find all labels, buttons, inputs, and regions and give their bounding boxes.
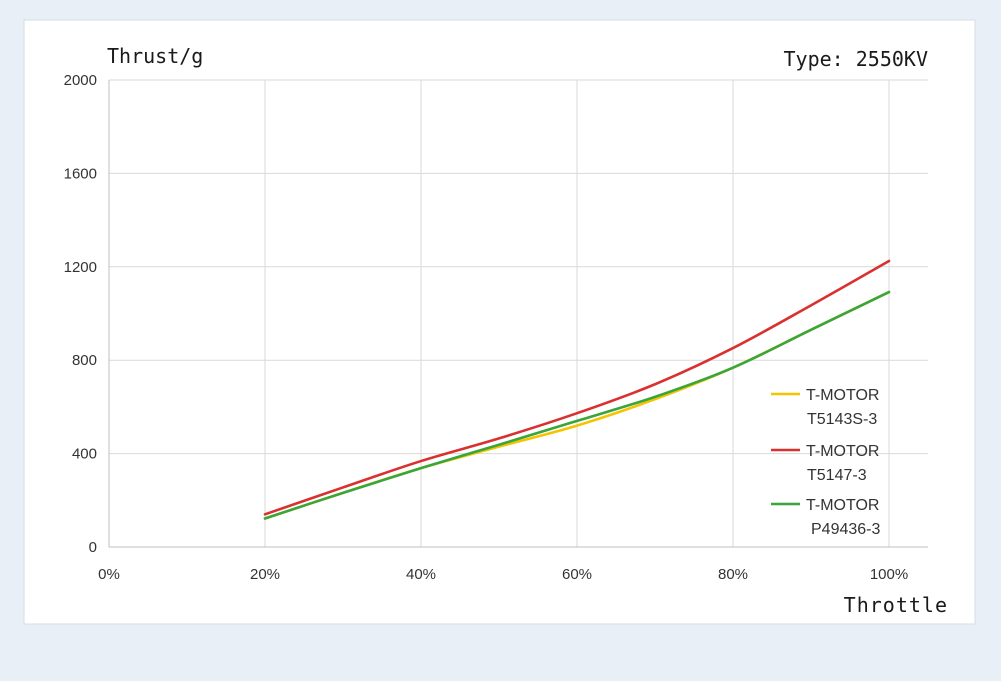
x-tick-label: 20% [250, 566, 280, 583]
x-axis-label: Throttle [844, 593, 948, 617]
legend-label: T5143S-3 [807, 411, 877, 428]
x-tick-label: 80% [718, 566, 748, 583]
legend-label: P49436-3 [811, 521, 880, 538]
y-axis-label: Thrust/g [107, 44, 203, 68]
legend-label: T-MOTOR [806, 497, 879, 514]
chart-title: Type: 2550KV [784, 47, 929, 71]
y-tick-label: 400 [72, 446, 97, 463]
x-tick-label: 40% [406, 566, 436, 583]
y-tick-label: 800 [72, 352, 97, 369]
y-tick-label: 2000 [64, 72, 97, 89]
tick-labels: 0 400 800 1200 1600 2000 0% 20% 40% 60% 80% 100% [64, 72, 909, 583]
x-tick-label: 60% [562, 566, 592, 583]
legend-label: T-MOTOR [806, 387, 879, 404]
y-tick-label: 1600 [64, 165, 97, 182]
legend-label: T-MOTOR [806, 443, 879, 460]
y-tick-label: 0 [89, 539, 97, 556]
x-tick-label: 100% [870, 566, 908, 583]
legend: T-MOTOR T5143S-3 T-MOTOR T5147-3 T-MOTOR P494… [771, 387, 880, 538]
series-lines [263, 259, 891, 520]
y-tick-label: 1200 [64, 259, 97, 276]
chart-panel [23, 19, 976, 625]
legend-label: T5147-3 [807, 467, 867, 484]
x-tick-label: 0% [98, 566, 120, 583]
